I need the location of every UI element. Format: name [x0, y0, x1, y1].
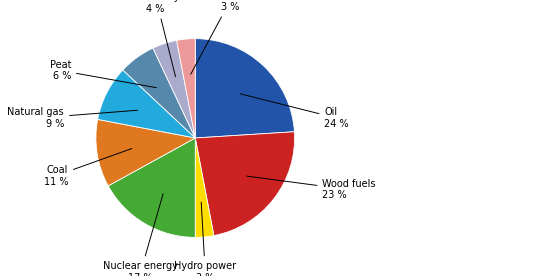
Wedge shape	[195, 138, 214, 237]
Text: Wood fuels
23 %: Wood fuels 23 %	[247, 176, 376, 200]
Wedge shape	[195, 39, 294, 138]
Text: Oil
24 %: Oil 24 %	[240, 94, 349, 129]
Wedge shape	[108, 138, 195, 237]
Wedge shape	[123, 48, 195, 138]
Text: Coal
11 %: Coal 11 %	[43, 148, 132, 187]
Text: Other
3 %: Other 3 %	[191, 0, 244, 74]
Text: Natural gas
9 %: Natural gas 9 %	[8, 107, 137, 129]
Wedge shape	[195, 132, 295, 236]
Wedge shape	[96, 120, 195, 186]
Wedge shape	[98, 70, 195, 138]
Text: Net imports of
electricity
4 %: Net imports of electricity 4 %	[120, 0, 190, 77]
Text: Hydro power
3 %: Hydro power 3 %	[174, 202, 236, 276]
Text: Peat
6 %: Peat 6 %	[50, 60, 156, 88]
Wedge shape	[177, 39, 195, 138]
Text: Nuclear energy
17 %: Nuclear energy 17 %	[103, 194, 178, 276]
Wedge shape	[153, 40, 195, 138]
